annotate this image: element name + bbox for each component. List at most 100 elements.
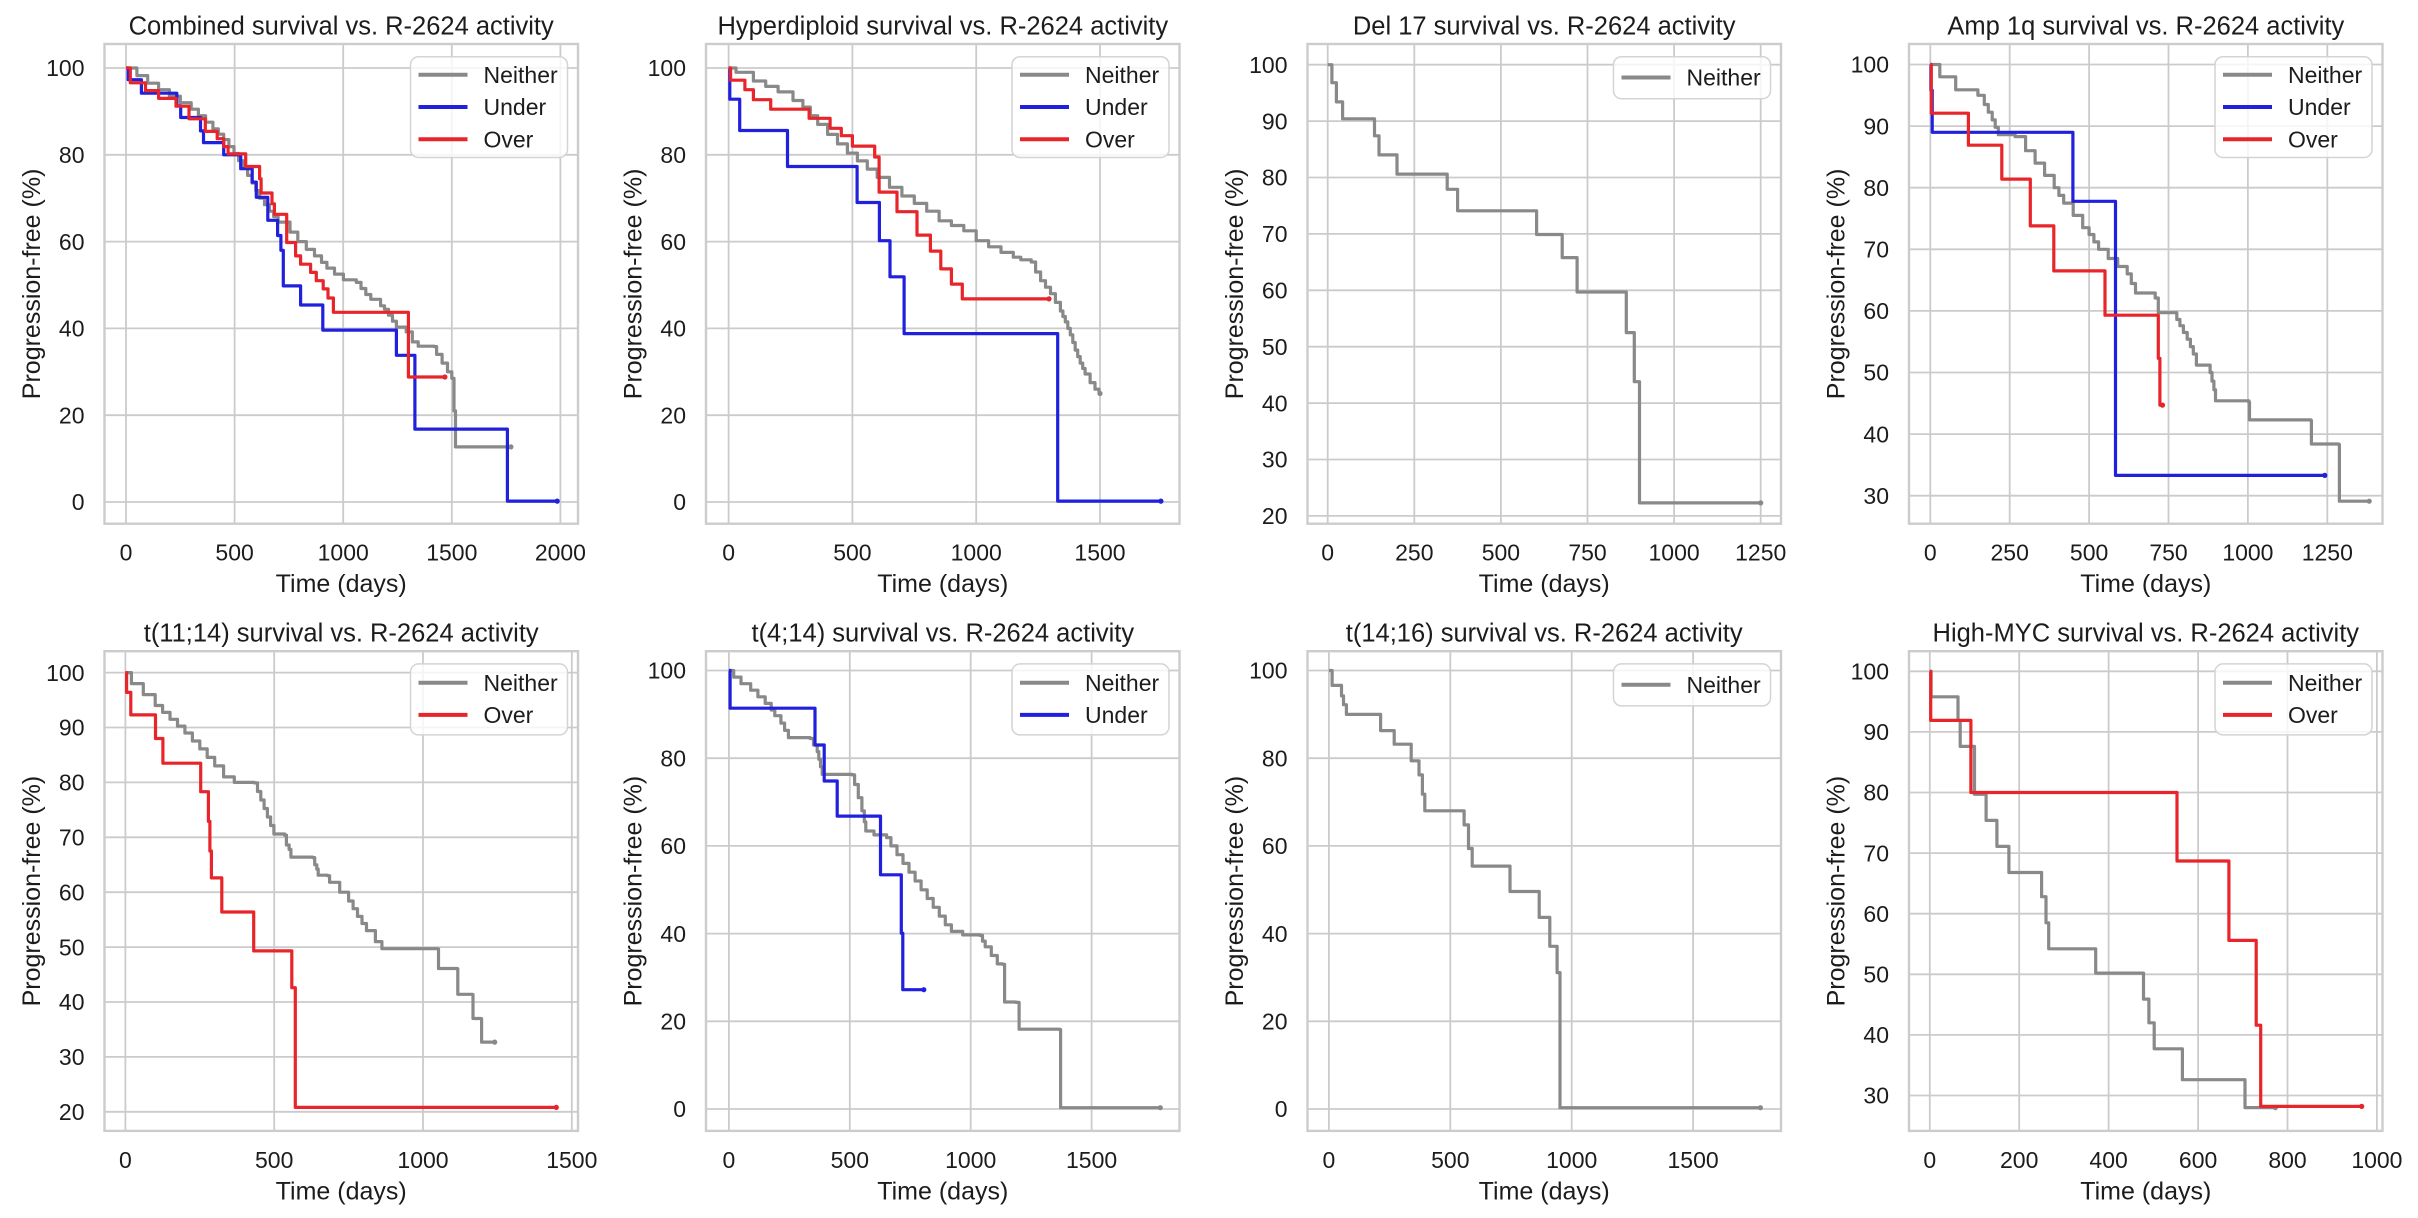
svg-text:1500: 1500 — [546, 1147, 597, 1173]
svg-text:100: 100 — [648, 658, 686, 684]
svg-text:500: 500 — [1431, 1147, 1469, 1173]
svg-text:60: 60 — [660, 229, 686, 255]
svg-text:750: 750 — [1568, 540, 1606, 566]
svg-text:Amp 1q survival vs. R-2624 act: Amp 1q survival vs. R-2624 activity — [1947, 13, 2344, 41]
svg-text:250: 250 — [1395, 540, 1433, 566]
svg-text:1000: 1000 — [2222, 540, 2273, 566]
svg-text:0: 0 — [1275, 1096, 1288, 1122]
svg-text:0: 0 — [723, 1147, 736, 1173]
svg-text:500: 500 — [255, 1147, 293, 1173]
svg-text:Over: Over — [484, 702, 534, 728]
svg-text:40: 40 — [1863, 1022, 1889, 1048]
svg-text:Over: Over — [2288, 702, 2338, 728]
svg-text:200: 200 — [2000, 1147, 2038, 1173]
svg-text:1000: 1000 — [951, 540, 1002, 566]
svg-text:500: 500 — [831, 1147, 869, 1173]
svg-text:High-MYC survival vs. R-2624 a: High-MYC survival vs. R-2624 activity — [1933, 620, 2360, 648]
svg-text:80: 80 — [660, 142, 686, 168]
svg-text:70: 70 — [1863, 840, 1889, 866]
svg-text:60: 60 — [1262, 278, 1288, 304]
svg-text:0: 0 — [673, 489, 686, 515]
svg-text:80: 80 — [1262, 745, 1288, 771]
svg-text:Neither: Neither — [1085, 62, 1159, 88]
svg-text:Neither: Neither — [484, 670, 558, 696]
svg-text:50: 50 — [59, 934, 85, 960]
svg-text:0: 0 — [120, 540, 133, 566]
svg-text:100: 100 — [1851, 52, 1889, 78]
svg-text:50: 50 — [1262, 334, 1288, 360]
svg-text:40: 40 — [1262, 390, 1288, 416]
svg-text:90: 90 — [1863, 719, 1889, 745]
svg-text:400: 400 — [2089, 1147, 2127, 1173]
svg-text:0: 0 — [119, 1147, 132, 1173]
svg-text:1250: 1250 — [2302, 540, 2353, 566]
svg-text:60: 60 — [1863, 901, 1889, 927]
svg-text:Neither: Neither — [1687, 672, 1761, 698]
svg-text:80: 80 — [660, 745, 686, 771]
svg-text:100: 100 — [1249, 52, 1287, 78]
svg-text:60: 60 — [1863, 298, 1889, 324]
svg-text:Time (days): Time (days) — [1479, 1177, 1610, 1205]
svg-text:0: 0 — [673, 1096, 686, 1122]
svg-text:70: 70 — [59, 825, 85, 851]
svg-text:60: 60 — [59, 879, 85, 905]
svg-text:500: 500 — [2070, 540, 2108, 566]
svg-text:1500: 1500 — [1066, 1147, 1117, 1173]
svg-text:0: 0 — [1323, 1147, 1336, 1173]
svg-text:Neither: Neither — [2288, 62, 2362, 88]
svg-text:80: 80 — [1863, 780, 1889, 806]
svg-text:Progression-free (%): Progression-free (%) — [620, 169, 648, 400]
svg-text:Progression-free (%): Progression-free (%) — [1823, 776, 1851, 1007]
svg-text:2000: 2000 — [535, 540, 586, 566]
svg-text:20: 20 — [660, 1009, 686, 1035]
svg-text:Neither: Neither — [484, 62, 558, 88]
svg-text:40: 40 — [660, 316, 686, 342]
svg-text:Time (days): Time (days) — [2080, 1177, 2211, 1205]
svg-text:1000: 1000 — [397, 1147, 448, 1173]
svg-text:Progression-free (%): Progression-free (%) — [18, 776, 46, 1007]
svg-text:20: 20 — [1262, 503, 1288, 529]
svg-text:Time (days): Time (days) — [276, 1177, 407, 1205]
svg-text:60: 60 — [1262, 833, 1288, 859]
svg-text:0: 0 — [72, 489, 85, 515]
svg-text:40: 40 — [59, 989, 85, 1015]
svg-text:Under: Under — [2288, 94, 2351, 120]
svg-text:40: 40 — [660, 921, 686, 947]
svg-text:800: 800 — [2268, 1147, 2306, 1173]
svg-text:Time (days): Time (days) — [1479, 570, 1610, 598]
svg-text:70: 70 — [1863, 237, 1889, 263]
svg-text:Del 17 survival vs. R-2624 act: Del 17 survival vs. R-2624 activity — [1353, 13, 1736, 41]
svg-text:30: 30 — [1262, 447, 1288, 473]
svg-text:0: 0 — [1923, 1147, 1936, 1173]
svg-text:100: 100 — [1249, 658, 1287, 684]
svg-text:1000: 1000 — [2351, 1147, 2402, 1173]
svg-text:20: 20 — [1262, 1009, 1288, 1035]
svg-text:90: 90 — [59, 715, 85, 741]
svg-text:80: 80 — [59, 770, 85, 796]
svg-text:1000: 1000 — [945, 1147, 996, 1173]
svg-text:Over: Over — [1085, 127, 1135, 153]
svg-text:50: 50 — [1863, 360, 1889, 386]
svg-text:40: 40 — [1863, 421, 1889, 447]
svg-text:Progression-free (%): Progression-free (%) — [1221, 776, 1249, 1007]
svg-text:1250: 1250 — [1735, 540, 1786, 566]
svg-text:80: 80 — [1262, 165, 1288, 191]
svg-text:20: 20 — [59, 1099, 85, 1125]
svg-text:90: 90 — [1262, 108, 1288, 134]
svg-text:Over: Over — [2288, 127, 2338, 153]
svg-text:Progression-free (%): Progression-free (%) — [1823, 169, 1851, 400]
svg-text:60: 60 — [59, 229, 85, 255]
svg-text:0: 0 — [1321, 540, 1334, 566]
svg-text:Time (days): Time (days) — [877, 1177, 1008, 1205]
svg-text:Time (days): Time (days) — [2080, 570, 2211, 598]
svg-text:100: 100 — [46, 660, 84, 686]
svg-text:Under: Under — [1085, 702, 1148, 728]
svg-text:100: 100 — [648, 55, 686, 81]
svg-text:Progression-free (%): Progression-free (%) — [620, 776, 648, 1007]
svg-text:0: 0 — [722, 540, 735, 566]
svg-text:1500: 1500 — [1074, 540, 1125, 566]
svg-text:90: 90 — [1863, 113, 1889, 139]
svg-text:80: 80 — [59, 142, 85, 168]
svg-text:20: 20 — [660, 402, 686, 428]
svg-text:Progression-free (%): Progression-free (%) — [18, 169, 46, 400]
